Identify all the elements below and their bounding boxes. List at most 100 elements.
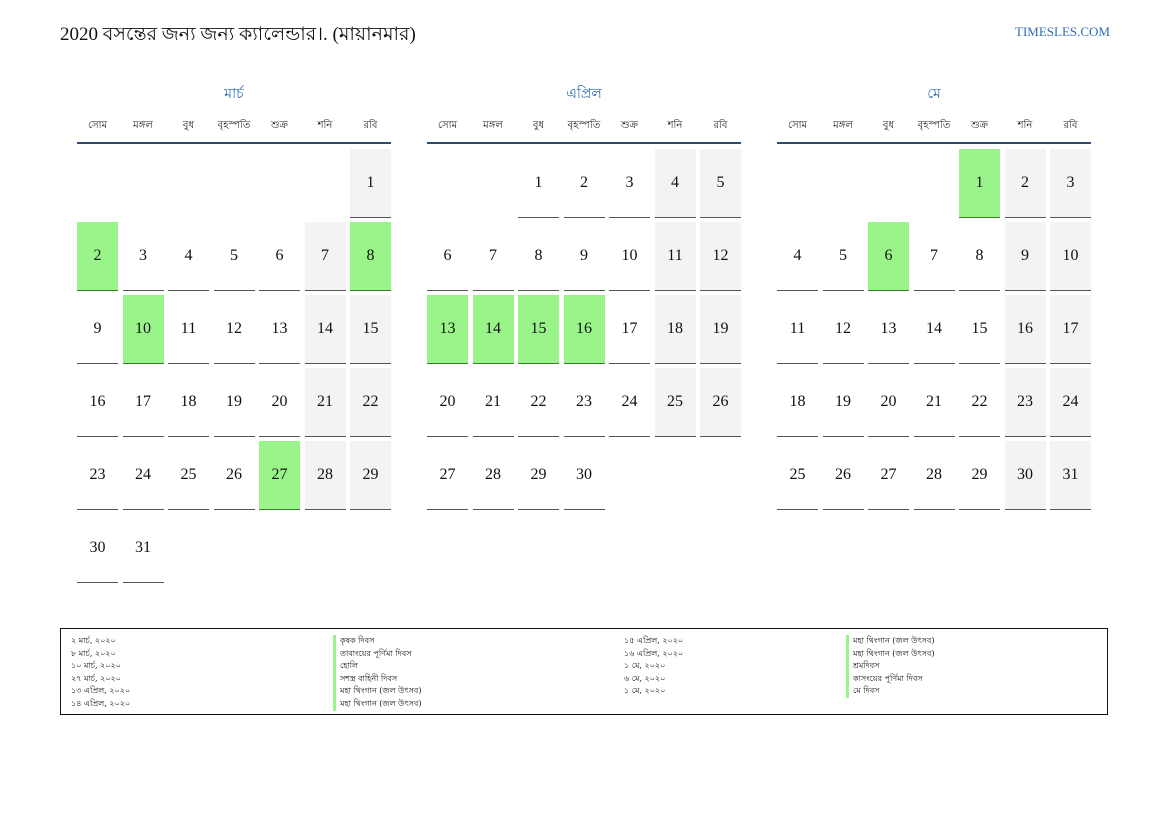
empty-day-cell xyxy=(77,149,118,217)
week-row: 6 7 8 9 10 11 12 xyxy=(427,222,741,295)
weekday-label: রবি xyxy=(1063,120,1078,131)
day-cell: 11 xyxy=(777,295,818,364)
weekday-label: শনি xyxy=(667,120,683,131)
empty-day-cell xyxy=(914,149,955,217)
day-cell: 26 xyxy=(213,441,255,510)
day-cell: 4 xyxy=(654,149,696,218)
day-cell: 14 xyxy=(304,295,346,364)
legend-holiday-name: হোলি xyxy=(333,660,421,673)
day-cell: 23 xyxy=(77,441,118,510)
day-cell: 5 xyxy=(213,222,255,291)
week-row: 27 28 29 30 xyxy=(427,441,741,514)
day-cell: 26 xyxy=(822,441,864,510)
day-cell: 17 xyxy=(1050,295,1091,364)
legend-holiday-name: কৃষক দিবস xyxy=(333,635,421,648)
day-cell: 19 xyxy=(822,368,864,437)
legend-date: ১৬ এপ্রিল, ২০২০ xyxy=(624,648,684,658)
day-cell: 13 xyxy=(259,295,300,364)
month-name: মার্চ xyxy=(224,86,244,102)
day-cell: 18 xyxy=(777,368,818,437)
week-row: 30 31 xyxy=(77,514,391,587)
day-cell: 25 xyxy=(654,368,696,437)
day-cell: 5 xyxy=(822,222,864,291)
day-cell: 27 xyxy=(427,441,468,510)
week-row: 13 14 15 16 17 18 19 xyxy=(427,295,741,368)
day-cell: 9 xyxy=(1004,222,1046,291)
empty-day-cell xyxy=(123,149,164,217)
week-row: 25 26 27 28 29 30 31 xyxy=(777,441,1091,514)
legend-holiday-name: মহা থিংগান (জল উৎসব) xyxy=(333,685,421,698)
legend-holiday-name: মে দিবস xyxy=(846,685,934,698)
day-cell: 7 xyxy=(913,222,955,291)
weekday-label: শনি xyxy=(1017,120,1033,131)
day-cell: 3 xyxy=(122,222,164,291)
empty-day-cell xyxy=(305,149,346,217)
empty-day-cell xyxy=(259,149,300,217)
legend-date: ১৪ এপ্রিল, ২০২০ xyxy=(71,698,131,708)
day-cell: 25 xyxy=(777,441,818,510)
legend-holiday-name: সশস্ত্র বাহিনী দিবস xyxy=(333,672,421,686)
holiday-day-cell: 15 xyxy=(518,295,559,364)
legend-names-right: মহা থিংগান (জল উৎসব) মহা থিংগান (জল উৎসব)… xyxy=(846,635,934,698)
day-cell: 28 xyxy=(304,441,346,510)
day-cell: 22 xyxy=(518,368,559,437)
page-title: 2020 বসন্তের জন্য জন্য ক্যালেন্ডার।. (মা… xyxy=(60,24,416,45)
day-cell: 15 xyxy=(350,295,391,364)
day-cell: 10 xyxy=(1050,222,1091,291)
day-cell: 30 xyxy=(563,441,605,510)
month-name: মে xyxy=(927,86,941,102)
day-cell: 29 xyxy=(350,441,391,510)
legend-holiday-name: তাবাংয়ের পূর্ণিমা দিবস xyxy=(333,647,421,661)
day-cell: 1 xyxy=(518,149,559,218)
legend-date: ২৭ মার্চ, ২০২০ xyxy=(71,673,121,683)
day-cell: 24 xyxy=(609,368,650,437)
day-cell: 16 xyxy=(77,368,118,437)
day-cell: 22 xyxy=(959,368,1000,437)
legend-date: ৮ মার্চ, ২০২০ xyxy=(71,648,116,658)
empty-day-cell xyxy=(609,441,650,509)
day-cell: 6 xyxy=(427,222,468,291)
site-link[interactable]: TIMESLES.COM xyxy=(1015,24,1110,39)
empty-day-cell xyxy=(259,514,300,582)
empty-day-cell xyxy=(305,514,346,582)
day-cell: 24 xyxy=(122,441,164,510)
day-cell: 6 xyxy=(259,222,300,291)
week-row: 23 24 25 26 27 28 29 xyxy=(77,441,391,514)
weekday-label: বৃহস্পতি xyxy=(917,120,951,131)
holiday-day-cell: 13 xyxy=(427,295,468,364)
legend-holiday-name: মহা থিংগান (জল উৎসব) xyxy=(846,647,934,661)
day-cell: 11 xyxy=(168,295,209,364)
empty-day-cell xyxy=(214,514,255,582)
day-cell: 14 xyxy=(913,295,955,364)
week-row: 20 21 22 23 24 25 26 xyxy=(427,368,741,441)
day-cell: 20 xyxy=(868,368,909,437)
day-cell: 9 xyxy=(77,295,118,364)
weekday-label: সোম xyxy=(87,120,108,131)
empty-day-cell xyxy=(777,149,818,217)
holiday-day-cell: 2 xyxy=(77,222,118,291)
day-cell: 4 xyxy=(777,222,818,291)
day-cell: 21 xyxy=(913,368,955,437)
weekday-label: রবি xyxy=(363,120,378,131)
day-cell: 19 xyxy=(213,368,255,437)
weekday-label: বুধ xyxy=(182,120,195,131)
day-cell: 5 xyxy=(700,149,741,218)
holiday-day-cell: 10 xyxy=(122,295,164,364)
day-cell: 15 xyxy=(959,295,1000,364)
weekday-label: শুক্র xyxy=(621,120,638,131)
day-cell: 23 xyxy=(1004,368,1046,437)
day-cell: 10 xyxy=(609,222,650,291)
weekday-label: বুধ xyxy=(532,120,545,131)
day-cell: 20 xyxy=(427,368,468,437)
empty-day-cell xyxy=(350,514,391,582)
day-cell: 1 xyxy=(350,149,391,218)
legend-holiday-name: শ্রমদিবস xyxy=(846,660,934,673)
weekday-label: বৃহস্পতি xyxy=(217,120,251,131)
legend-date: ১৩ এপ্রিল, ২০২০ xyxy=(71,686,131,696)
day-cell: 31 xyxy=(122,514,164,583)
day-cell: 21 xyxy=(472,368,514,437)
day-cell: 8 xyxy=(959,222,1000,291)
legend-dates-right: ১৫ এপ্রিল, ২০২০ ১৬ এপ্রিল, ২০২০ ১ মে, ২০২০… xyxy=(624,635,683,698)
